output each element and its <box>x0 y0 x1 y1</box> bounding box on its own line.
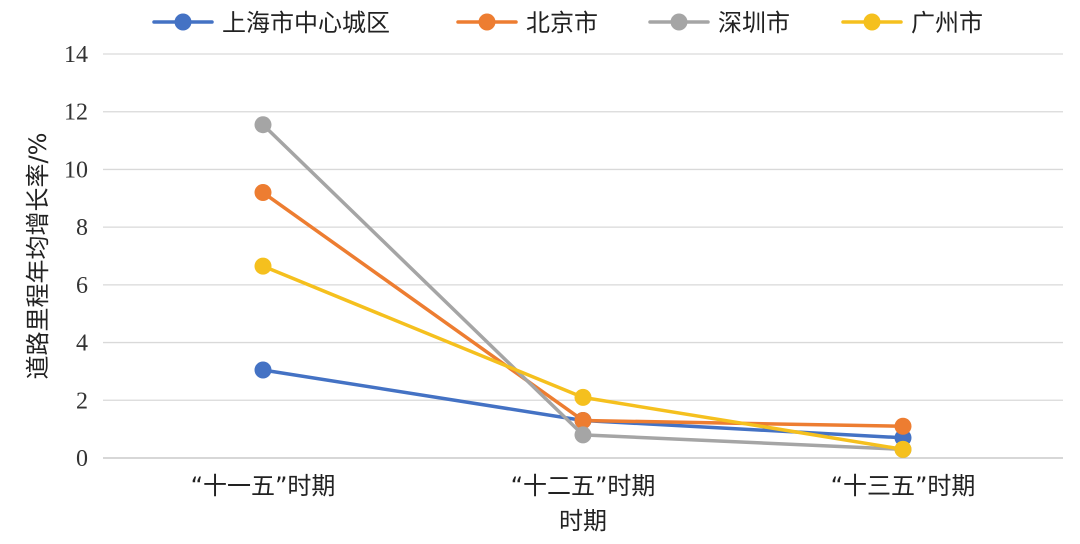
data-point <box>254 257 272 275</box>
x-category-label: “十二五”时期 <box>511 472 656 500</box>
y-tick-label: 2 <box>76 388 88 414</box>
legend-marker <box>863 13 881 31</box>
data-point <box>254 184 272 202</box>
data-point <box>254 361 272 379</box>
legend-label: 北京市 <box>526 9 598 37</box>
legend-marker <box>670 13 688 31</box>
data-point <box>574 426 592 444</box>
legend-label: 深圳市 <box>718 9 790 37</box>
data-point <box>894 417 912 435</box>
y-tick-label: 6 <box>76 273 88 299</box>
x-category-label: “十一五”时期 <box>191 472 336 500</box>
y-tick-label: 4 <box>76 331 88 357</box>
y-tick-label: 0 <box>76 446 88 472</box>
y-tick-label: 12 <box>64 100 88 126</box>
legend-marker <box>478 13 496 31</box>
legend-label: 广州市 <box>911 9 983 37</box>
data-point <box>574 411 592 429</box>
data-point <box>574 388 592 406</box>
x-category-label: “十三五”时期 <box>831 472 976 500</box>
x-axis-categories: “十一五”时期 “十二五”时期 “十三五”时期 <box>191 472 976 500</box>
legend-marker <box>174 13 192 31</box>
y-axis-ticks: 0 2 4 6 8 10 12 14 <box>64 42 88 472</box>
y-tick-label: 8 <box>76 215 88 241</box>
y-axis-title: 道路里程年均增长率/% <box>24 133 52 380</box>
data-point <box>254 116 272 134</box>
y-tick-label: 14 <box>64 42 88 68</box>
legend-label: 上海市中心城区 <box>222 9 390 37</box>
legend: 上海市中心城区 北京市 深圳市 广州市 <box>152 9 983 37</box>
x-axis-title: 时期 <box>559 507 607 535</box>
data-point <box>894 440 912 458</box>
y-tick-label: 10 <box>64 157 88 183</box>
series-points <box>254 116 912 458</box>
